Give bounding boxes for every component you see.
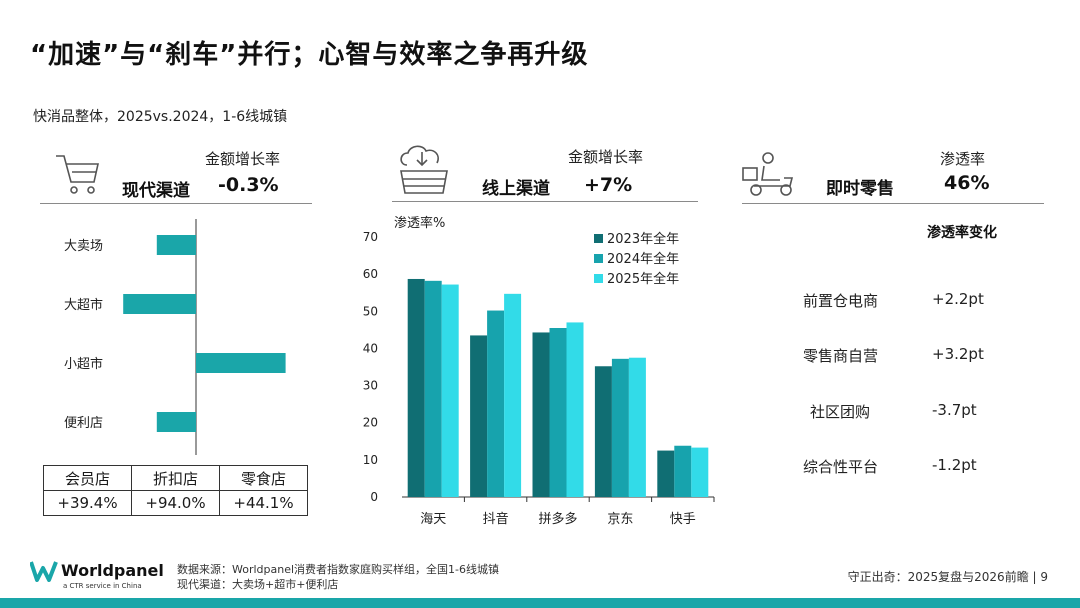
shopping-cart-icon <box>56 155 99 194</box>
hbar-bar <box>156 235 196 255</box>
instant-divider <box>742 203 1044 204</box>
instant-value: 46% <box>944 172 990 194</box>
gbar-legend-swatch <box>594 274 603 283</box>
online-value: +7% <box>584 174 633 196</box>
instant-change-value: -3.7pt <box>932 401 977 419</box>
format-header-discount: 折扣店 <box>131 465 220 491</box>
hbar-category-label: 便利店 <box>64 416 103 431</box>
bottom-accent-bar <box>0 598 1080 608</box>
online-penetration-bar-chart: 渗透率% 0 10 20 30 40 50 60 70 海天 抖音 拼多多 京东 快手 2023年全年 202… <box>363 215 715 527</box>
gbar-bar <box>532 332 550 497</box>
instant-change-value: -1.2pt <box>932 456 977 474</box>
gbar-y-tick-label: 20 <box>363 416 378 430</box>
gbar-legend-label: 2023年全年 <box>607 231 679 247</box>
online-channel-name: 线上渠道 <box>482 179 550 199</box>
instant-change-label: 零售商自营 <box>802 347 878 365</box>
online-divider <box>392 201 698 202</box>
instant-change-value: +2.2pt <box>932 290 984 308</box>
gbar-bar <box>487 310 505 497</box>
page-subtitle: 快消品整体，2025vs.2024，1-6线城镇 <box>33 109 288 125</box>
hbar-category-label: 小超市 <box>64 356 103 372</box>
gbar-category-label: 拼多多 <box>538 511 577 527</box>
footer-source: 数据来源：Worldpanel消费者指数家庭购买样组，全国1-6线城镇 现代渠道… <box>177 562 499 592</box>
modern-divider <box>40 203 312 204</box>
gbar-bar <box>674 445 692 497</box>
hbar-category-label: 大卖场 <box>64 239 103 254</box>
gbar-bar <box>504 293 522 497</box>
hbar-bar <box>196 353 286 373</box>
gbar-legend-label: 2025年全年 <box>607 271 679 287</box>
gbar-y-tick-label: 40 <box>363 341 378 355</box>
gbar-y-tick-label: 50 <box>363 304 378 318</box>
format-value-membership: +39.4% <box>43 490 132 516</box>
gbar-y-tick-label: 60 <box>363 267 378 281</box>
gbar-bar <box>594 366 612 497</box>
gbar-category-label: 海天 <box>420 512 446 527</box>
modern-value: -0.3% <box>218 174 279 196</box>
instant-channel-name: 即时零售 <box>826 179 894 199</box>
modern-channel-name: 现代渠道 <box>122 181 190 201</box>
gbar-y-tick-label: 0 <box>370 490 378 504</box>
delivery-scooter-icon <box>742 152 794 196</box>
gbar-legend-swatch <box>594 254 603 263</box>
footer-source-line2: 现代渠道：大卖场+超市+便利店 <box>177 578 339 591</box>
worldpanel-logo-icon <box>30 561 58 582</box>
logo-name: Worldpanel <box>61 561 164 580</box>
gbar-bar <box>549 328 567 497</box>
gbar-y-tick-label: 30 <box>363 379 378 393</box>
gbar-bar <box>628 357 646 497</box>
instant-change-label: 社区团购 <box>809 403 870 421</box>
footer-source-line1: 数据来源：Worldpanel消费者指数家庭购买样组，全国1-6线城镇 <box>177 563 500 576</box>
gbar-bar <box>407 278 425 497</box>
gbar-bar <box>441 284 459 497</box>
gbar-legend-swatch <box>594 234 603 243</box>
gbar-y-tick-label: 10 <box>363 453 378 467</box>
gbar-bar <box>470 335 488 497</box>
gbar-bar <box>657 450 675 497</box>
gbar-bar <box>691 447 709 497</box>
instant-change-label: 综合性平台 <box>802 458 878 476</box>
instant-change-header: 渗透率变化 <box>927 225 997 241</box>
page-title: “加速”与“刹车”并行；心智与效率之争再升级 <box>30 40 589 70</box>
gbar-y-axis-title: 渗透率% <box>394 215 445 231</box>
gbar-category-label: 抖音 <box>483 511 509 527</box>
instant-change-label: 前置仓电商 <box>802 292 878 310</box>
logo-tagline: a CTR service in China <box>63 582 142 590</box>
format-value-discount: +94.0% <box>131 490 220 516</box>
hbar-bar <box>156 412 196 432</box>
instant-metric-label: 渗透率 <box>940 150 986 168</box>
gbar-bar <box>424 280 442 497</box>
modern-metric-label: 金额增长率 <box>205 150 281 168</box>
instant-change-value: +3.2pt <box>932 345 984 363</box>
footer-page-info: 守正出奇：2025复盘与2026前瞻 | 9 <box>847 570 1048 584</box>
gbar-category-label: 快手 <box>670 512 696 527</box>
hbar-category-label: 大超市 <box>64 297 103 313</box>
format-value-snack: +44.1% <box>219 490 308 516</box>
gbar-legend-label: 2024年全年 <box>607 251 679 267</box>
gbar-category-label: 京东 <box>607 512 633 527</box>
online-metric-label: 金额增长率 <box>568 148 644 166</box>
gbar-bar <box>566 322 584 497</box>
gbar-y-tick-label: 70 <box>363 230 378 244</box>
format-growth-table: 会员店 折扣店 零食店 +39.4% +94.0% +44.1% <box>43 465 308 516</box>
format-header-membership: 会员店 <box>43 465 132 491</box>
format-header-snack: 零食店 <box>219 465 308 491</box>
hbar-bar <box>123 294 196 314</box>
cloud-basket-icon <box>400 145 448 194</box>
gbar-bar <box>611 358 629 497</box>
